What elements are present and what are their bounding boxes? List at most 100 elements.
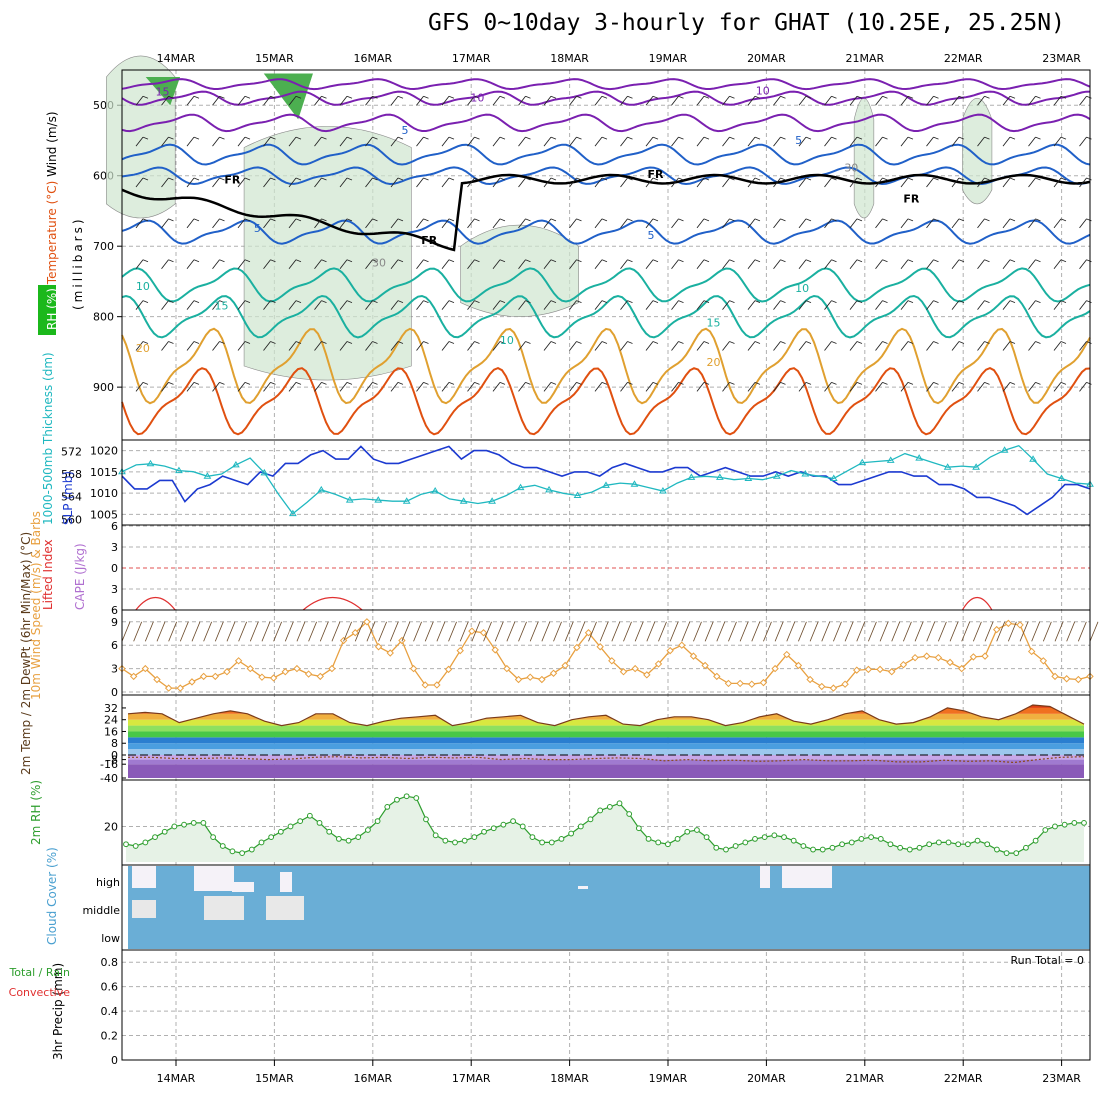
wind-barb	[543, 136, 552, 147]
wind-barb	[747, 259, 756, 270]
wind-barb	[594, 382, 603, 392]
wind-barb	[212, 95, 220, 106]
slp-tick-label: 1015	[90, 466, 118, 479]
upper-air-axis-title: RH (%) Temperature (°C) Wind (m/s)	[45, 111, 59, 330]
rh-point	[955, 841, 962, 848]
thickness-point	[915, 454, 924, 461]
wind-barb	[780, 177, 786, 181]
wind-barb	[390, 259, 399, 270]
wind-barb	[467, 300, 475, 310]
wind-barb	[977, 341, 985, 351]
wind-barb	[747, 300, 756, 310]
wind-barb	[244, 218, 251, 222]
wind-barb-10m	[518, 621, 527, 642]
wind-barb	[390, 177, 399, 188]
wind-barb	[365, 341, 373, 351]
wind-barb-10m	[284, 621, 294, 642]
axis-title-text: Cloud Cover (%)	[45, 847, 59, 945]
wind-barb	[467, 382, 475, 392]
wind-barb	[875, 259, 883, 270]
wind-barb	[671, 177, 679, 188]
wind-speed-point	[1016, 621, 1024, 629]
dewpoint-line	[128, 756, 1085, 764]
wind-barb-10m	[623, 621, 632, 642]
rh-point	[781, 834, 787, 841]
wind-barb	[958, 136, 965, 140]
rh-point	[152, 834, 158, 841]
axis-title-part: RH (%)	[45, 288, 59, 330]
temp-band	[128, 759, 1084, 765]
wind-barb	[703, 381, 710, 385]
wind-barb	[805, 218, 812, 222]
wind-speed-point	[1051, 672, 1059, 681]
wind-barb	[594, 136, 603, 147]
wind-barb	[1009, 95, 1016, 99]
wind-barb-10m	[238, 621, 247, 642]
wind-barb	[339, 95, 348, 106]
wind-barb	[416, 382, 424, 392]
wind-barb-10m	[168, 621, 178, 642]
precip-tick-label: 0.4	[101, 1005, 119, 1018]
wind-barb	[824, 300, 832, 310]
wind-barb	[372, 177, 378, 181]
rh-point	[674, 835, 681, 842]
contour-label: FR	[648, 168, 665, 181]
wind-barb	[448, 136, 455, 140]
rh-point	[964, 841, 971, 848]
wind-barb	[951, 177, 960, 188]
lifted-index-line	[135, 596, 176, 611]
wind-barb	[186, 259, 195, 270]
lifted-index-line	[961, 596, 993, 611]
thickness-point	[459, 497, 468, 504]
wind-barb	[1035, 95, 1041, 99]
temp-line	[127, 704, 1085, 727]
wind-speed-point	[549, 669, 558, 677]
contour-cool	[121, 294, 1091, 339]
contour-label: 5	[648, 229, 655, 242]
wind-barb	[696, 218, 705, 229]
rh-point	[1081, 819, 1087, 826]
temp-band	[128, 719, 1084, 726]
wind-barb	[441, 300, 450, 310]
rh-point	[935, 839, 942, 846]
wind-barb	[1035, 259, 1041, 263]
wind-barb	[798, 218, 807, 229]
wind-barb	[237, 341, 246, 351]
wind-barb	[416, 300, 424, 310]
wind-barb	[219, 341, 225, 344]
wind-barb	[984, 218, 990, 222]
wind-barb	[1053, 259, 1062, 270]
wind-barb	[754, 95, 761, 99]
wind-barb	[780, 136, 786, 140]
wind-barb	[474, 381, 480, 385]
wind-barb	[168, 95, 174, 99]
thickness-point	[659, 487, 667, 494]
wind-barb	[958, 218, 965, 222]
wind-barb	[1079, 341, 1087, 351]
wind-barb	[576, 136, 582, 140]
wind-barb	[219, 300, 225, 304]
wind-barb-10m	[739, 621, 749, 642]
rh-point	[365, 827, 371, 833]
rh-point	[771, 832, 778, 839]
wind-speed-point	[153, 675, 161, 684]
wind-barb	[321, 136, 327, 140]
rh-point	[587, 816, 594, 823]
wind-barb-10m	[564, 621, 574, 642]
wind-barb	[951, 136, 960, 147]
thickness-point	[288, 509, 297, 517]
wind-barb	[219, 177, 225, 181]
wind-barb	[288, 95, 297, 106]
thickness-tick-label: 572	[61, 445, 82, 458]
wind-barb	[1028, 136, 1036, 147]
wind-barb	[543, 341, 552, 351]
axis-title-text: CAPE (J/kg)	[73, 543, 87, 610]
wind-barb-10m	[774, 621, 784, 642]
date-label-bottom: 21MAR	[845, 1072, 884, 1085]
wind-barb	[951, 341, 960, 351]
wind-barb	[288, 259, 297, 270]
wind-barb	[594, 95, 603, 106]
wind-barb	[754, 381, 761, 385]
rh-point	[132, 843, 139, 849]
cape-axis-title: CAPE (J/kg)	[73, 543, 87, 610]
